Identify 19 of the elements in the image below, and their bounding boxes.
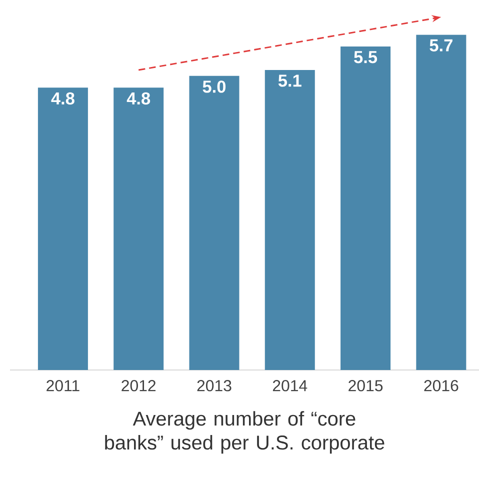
bar	[264, 70, 315, 370]
data-label: 4.8	[126, 92, 150, 105]
bar	[189, 76, 240, 370]
x-axis-title: Average number of “core banks” used per U.S. corporate	[105, 411, 384, 454]
data-label: 5.0	[202, 80, 226, 93]
data-label: 5.1	[278, 74, 302, 87]
data-label: 5.5	[354, 51, 378, 64]
bar	[38, 88, 88, 370]
x-tick-label: 2012	[122, 380, 156, 392]
bar	[340, 46, 391, 370]
bar	[416, 34, 466, 370]
data-label: 5.7	[430, 39, 452, 52]
x-tick-label: 2015	[348, 380, 383, 392]
bar	[114, 88, 164, 370]
x-tick-label: 2014	[272, 380, 308, 392]
data-label: 4.8	[51, 92, 74, 105]
x-tick-label: 2013	[197, 380, 232, 392]
x-tick-label: 2016	[424, 380, 458, 392]
x-tick-label: 2011	[46, 380, 80, 392]
